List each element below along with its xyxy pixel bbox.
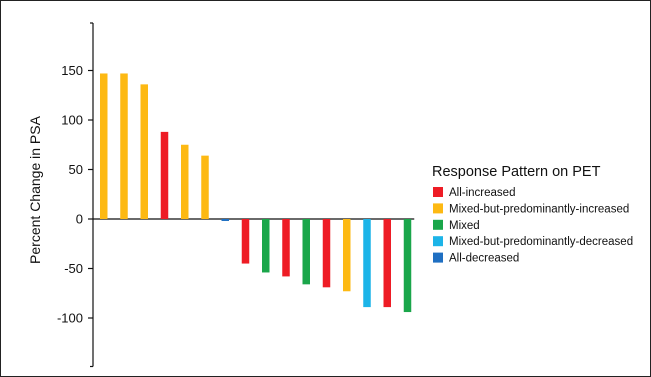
bar xyxy=(160,131,169,219)
bar xyxy=(363,219,371,308)
legend-swatch xyxy=(433,236,443,247)
y-tick-label: 100 xyxy=(61,113,83,128)
y-axis-title: Percent Change in PSA xyxy=(27,115,43,264)
legend-swatch xyxy=(433,187,443,197)
legend-label: All-decreased xyxy=(449,253,519,265)
legend: Response Pattern on PET All-increased Mix… xyxy=(432,164,633,265)
bars xyxy=(93,73,415,313)
legend-title: Response Pattern on PET xyxy=(432,164,601,180)
legend-label: Mixed-but-predominantly-decreased xyxy=(449,236,633,248)
bar xyxy=(181,144,189,219)
y-tick-label: -50 xyxy=(64,261,83,276)
bar xyxy=(201,155,209,219)
y-tick-label: -100 xyxy=(57,311,83,326)
legend-swatch xyxy=(433,219,443,230)
bar xyxy=(383,219,391,308)
legend-label: All-increased xyxy=(449,187,515,199)
bar xyxy=(282,219,290,277)
bar xyxy=(100,73,108,219)
y-tick-label: 50 xyxy=(69,162,83,177)
legend-label: Mixed-but-predominantly-increased xyxy=(449,203,629,215)
y-tick-label: 150 xyxy=(61,63,83,78)
bar xyxy=(262,219,270,273)
bar xyxy=(343,219,351,292)
bar xyxy=(221,219,229,221)
y-axis: 150 100 50 0 -50 -100 xyxy=(57,22,94,368)
y-tick-label: 0 xyxy=(76,212,83,227)
bar xyxy=(403,219,412,313)
legend-label: Mixed xyxy=(449,220,480,232)
legend-swatch xyxy=(433,203,443,214)
bar xyxy=(140,84,148,219)
bar xyxy=(302,219,310,285)
bar xyxy=(322,219,331,288)
bar xyxy=(241,219,250,264)
bar xyxy=(120,73,128,219)
legend-swatch xyxy=(433,252,443,263)
